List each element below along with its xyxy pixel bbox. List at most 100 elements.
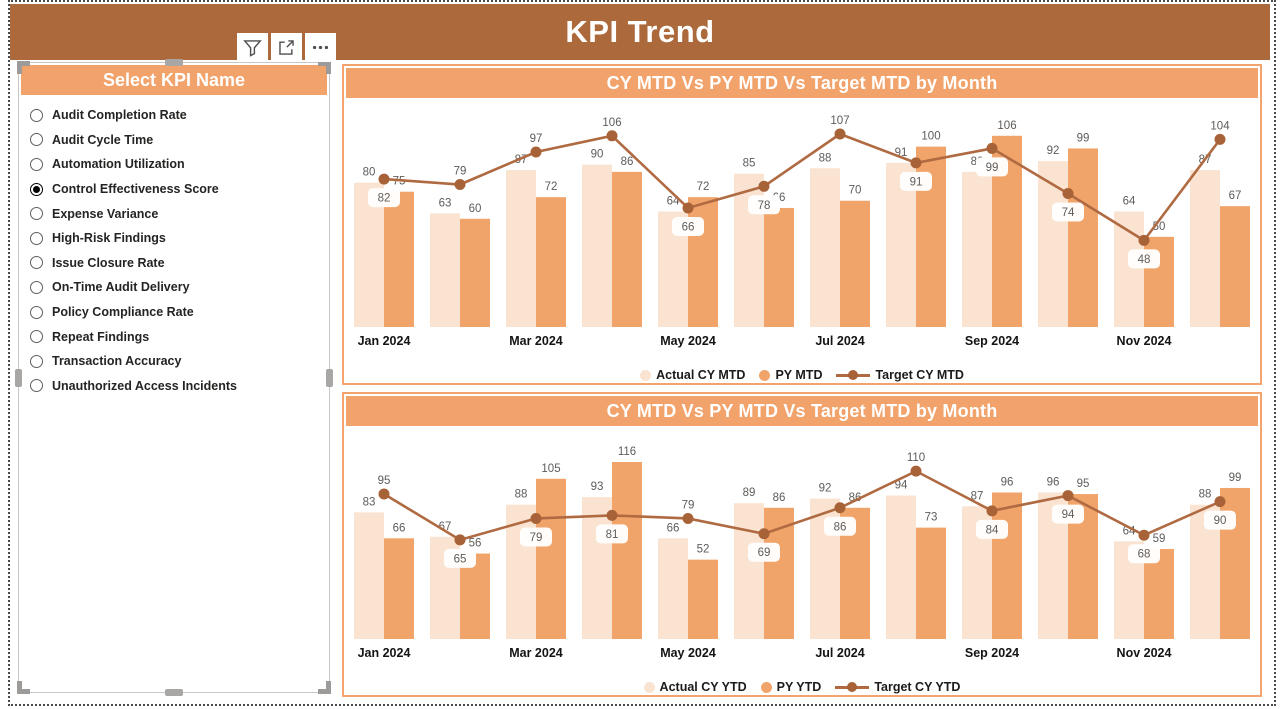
target-marker[interactable]	[682, 512, 694, 524]
kpi-option[interactable]: Transaction Accuracy	[30, 349, 329, 374]
kpi-option-label: Issue Closure Rate	[52, 255, 165, 270]
bar-py[interactable]	[384, 191, 414, 327]
focus-mode-icon[interactable]	[271, 33, 302, 62]
resize-handle[interactable]	[318, 61, 331, 74]
bar-py[interactable]	[1220, 206, 1250, 327]
target-marker[interactable]	[1138, 234, 1150, 246]
resize-handle[interactable]	[15, 368, 22, 387]
target-marker[interactable]	[758, 180, 770, 192]
bar-py[interactable]	[840, 200, 870, 327]
bar-py[interactable]	[384, 538, 414, 639]
bar-actual[interactable]	[582, 497, 612, 639]
line-label: 94	[1062, 509, 1075, 521]
target-marker[interactable]	[1138, 529, 1150, 541]
line-label: 79	[682, 499, 695, 511]
target-marker[interactable]	[606, 130, 618, 142]
kpi-option[interactable]: Audit Completion Rate	[30, 103, 329, 128]
resize-handle[interactable]	[326, 368, 333, 387]
bar-py[interactable]	[916, 527, 946, 639]
resize-handle[interactable]	[165, 689, 183, 696]
target-marker[interactable]	[758, 528, 770, 540]
target-marker[interactable]	[1214, 133, 1226, 145]
bar-label: 60	[469, 203, 482, 215]
target-marker[interactable]	[454, 179, 466, 191]
kpi-option[interactable]: Policy Compliance Rate	[30, 300, 329, 325]
bar-actual[interactable]	[1190, 170, 1220, 327]
target-marker[interactable]	[454, 534, 466, 546]
bar-actual[interactable]	[354, 512, 384, 639]
target-marker[interactable]	[606, 509, 618, 521]
bar-actual[interactable]	[810, 168, 840, 327]
line-label: 90	[1214, 515, 1227, 527]
more-options-icon[interactable]	[305, 33, 336, 62]
bar-label: 70	[849, 185, 862, 197]
target-marker[interactable]	[910, 157, 922, 169]
bar-label: 52	[697, 544, 710, 556]
bar-label: 116	[618, 446, 636, 458]
bar-py[interactable]	[1068, 148, 1098, 327]
line-label: 74	[1062, 207, 1075, 219]
bar-label: 67	[1229, 190, 1242, 202]
bar-actual[interactable]	[506, 170, 536, 327]
kpi-option[interactable]: Automation Utilization	[30, 152, 329, 177]
target-marker[interactable]	[1062, 490, 1074, 502]
radio-icon	[30, 207, 43, 221]
bar-label: 89	[743, 487, 756, 499]
bar-py[interactable]	[1144, 548, 1174, 639]
bar-actual[interactable]	[430, 213, 460, 327]
chart-title: CY MTD Vs PY MTD Vs Target MTD by Month	[346, 396, 1258, 426]
kpi-option[interactable]: Control Effectiveness Score	[30, 177, 329, 202]
target-marker[interactable]	[378, 488, 390, 500]
target-marker[interactable]	[1062, 188, 1074, 200]
bar-actual[interactable]	[886, 495, 916, 639]
x-axis-label: Nov 2024	[1117, 646, 1172, 660]
bar-label: 96	[1047, 477, 1060, 489]
resize-handle[interactable]	[165, 59, 183, 66]
target-marker[interactable]	[834, 128, 846, 140]
target-marker[interactable]	[1214, 496, 1226, 508]
bar-actual[interactable]	[582, 164, 612, 327]
bar-py[interactable]	[992, 492, 1022, 639]
bar-actual[interactable]	[658, 538, 688, 639]
chart-title: CY MTD Vs PY MTD Vs Target MTD by Month	[346, 68, 1258, 98]
target-marker[interactable]	[986, 505, 998, 517]
filter-icon[interactable]	[237, 33, 268, 62]
bar-py[interactable]	[1220, 487, 1250, 639]
kpi-option[interactable]: Repeat Findings	[30, 324, 329, 349]
kpi-option[interactable]: Unauthorized Access Incidents	[30, 374, 329, 399]
bar-py[interactable]	[612, 462, 642, 639]
bar-actual[interactable]	[734, 503, 764, 639]
label-chip	[976, 157, 1008, 177]
target-marker[interactable]	[834, 502, 846, 514]
target-marker[interactable]	[986, 142, 998, 154]
kpi-option[interactable]: High-Risk Findings	[30, 226, 329, 251]
bar-py[interactable]	[536, 478, 566, 639]
kpi-option[interactable]: Issue Closure Rate	[30, 251, 329, 276]
target-marker[interactable]	[682, 202, 694, 214]
bar-py[interactable]	[536, 197, 566, 327]
resize-handle[interactable]	[318, 681, 331, 694]
bar-actual[interactable]	[506, 504, 536, 639]
resize-handle[interactable]	[17, 681, 30, 694]
bar-actual[interactable]	[962, 171, 992, 327]
bar-py[interactable]	[688, 559, 718, 639]
target-marker[interactable]	[910, 465, 922, 477]
bar-label: 105	[541, 463, 560, 475]
kpi-option[interactable]: Audit Cycle Time	[30, 128, 329, 153]
kpi-option[interactable]: On-Time Audit Delivery	[30, 275, 329, 300]
resize-handle[interactable]	[17, 61, 30, 74]
kpi-option-label: Unauthorized Access Incidents	[52, 378, 237, 393]
bar-py[interactable]	[688, 197, 718, 327]
target-marker[interactable]	[530, 512, 542, 524]
radio-icon	[30, 108, 43, 122]
bar-actual[interactable]	[1114, 211, 1144, 327]
bar-py[interactable]	[764, 207, 794, 327]
bar-label: 86	[773, 492, 786, 504]
target-marker[interactable]	[530, 146, 542, 158]
kpi-option[interactable]: Expense Variance	[30, 201, 329, 226]
bar-py[interactable]	[460, 218, 490, 327]
bar-label: 66	[667, 522, 680, 534]
bar-actual[interactable]	[1038, 161, 1068, 327]
bar-py[interactable]	[612, 171, 642, 327]
target-marker[interactable]	[378, 173, 390, 185]
